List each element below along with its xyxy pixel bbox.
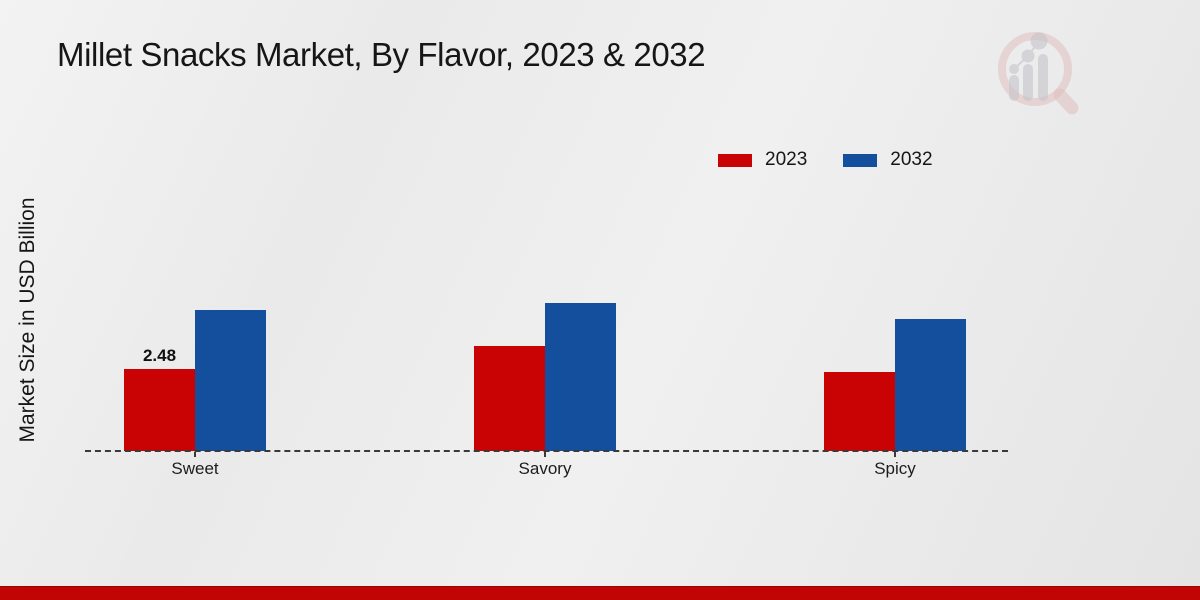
market-research-future-logo-watermark [998,32,1079,115]
x-axis-category-label-sweet: Sweet [171,459,219,478]
x-axis-tick-spicy [894,452,896,457]
bar-2023-sweet [124,369,195,451]
legend-label-2032: 2032 [890,149,933,170]
legend-swatch-2032 [843,153,878,167]
x-axis-baseline [85,450,1008,452]
chart-title: Millet Snacks Market, By Flavor, 2023 & … [57,36,706,73]
bar-growth-icon [1009,32,1048,101]
bar-2023-spicy [824,372,895,451]
legend-item-2023: 2023 [718,149,807,171]
legend-label-2023: 2023 [765,149,808,170]
bar-2023-savory [474,346,545,451]
bar-2032-spicy [895,319,966,451]
x-axis-tick-sweet [194,452,196,457]
x-axis-tick-savory [544,452,546,457]
x-axis-category-label-savory: Savory [518,459,572,478]
footer-accent-bar [0,586,1200,600]
legend-swatch-2023 [718,153,752,167]
legend: 2023 2032 [718,149,933,171]
bar-2032-sweet [195,310,266,451]
x-axis-category-label-spicy: Spicy [874,459,916,478]
bar-2032-savory [545,303,616,451]
legend-item-2032: 2032 [843,149,933,171]
bar-value-label-2023-sweet: 2.48 [142,346,177,365]
